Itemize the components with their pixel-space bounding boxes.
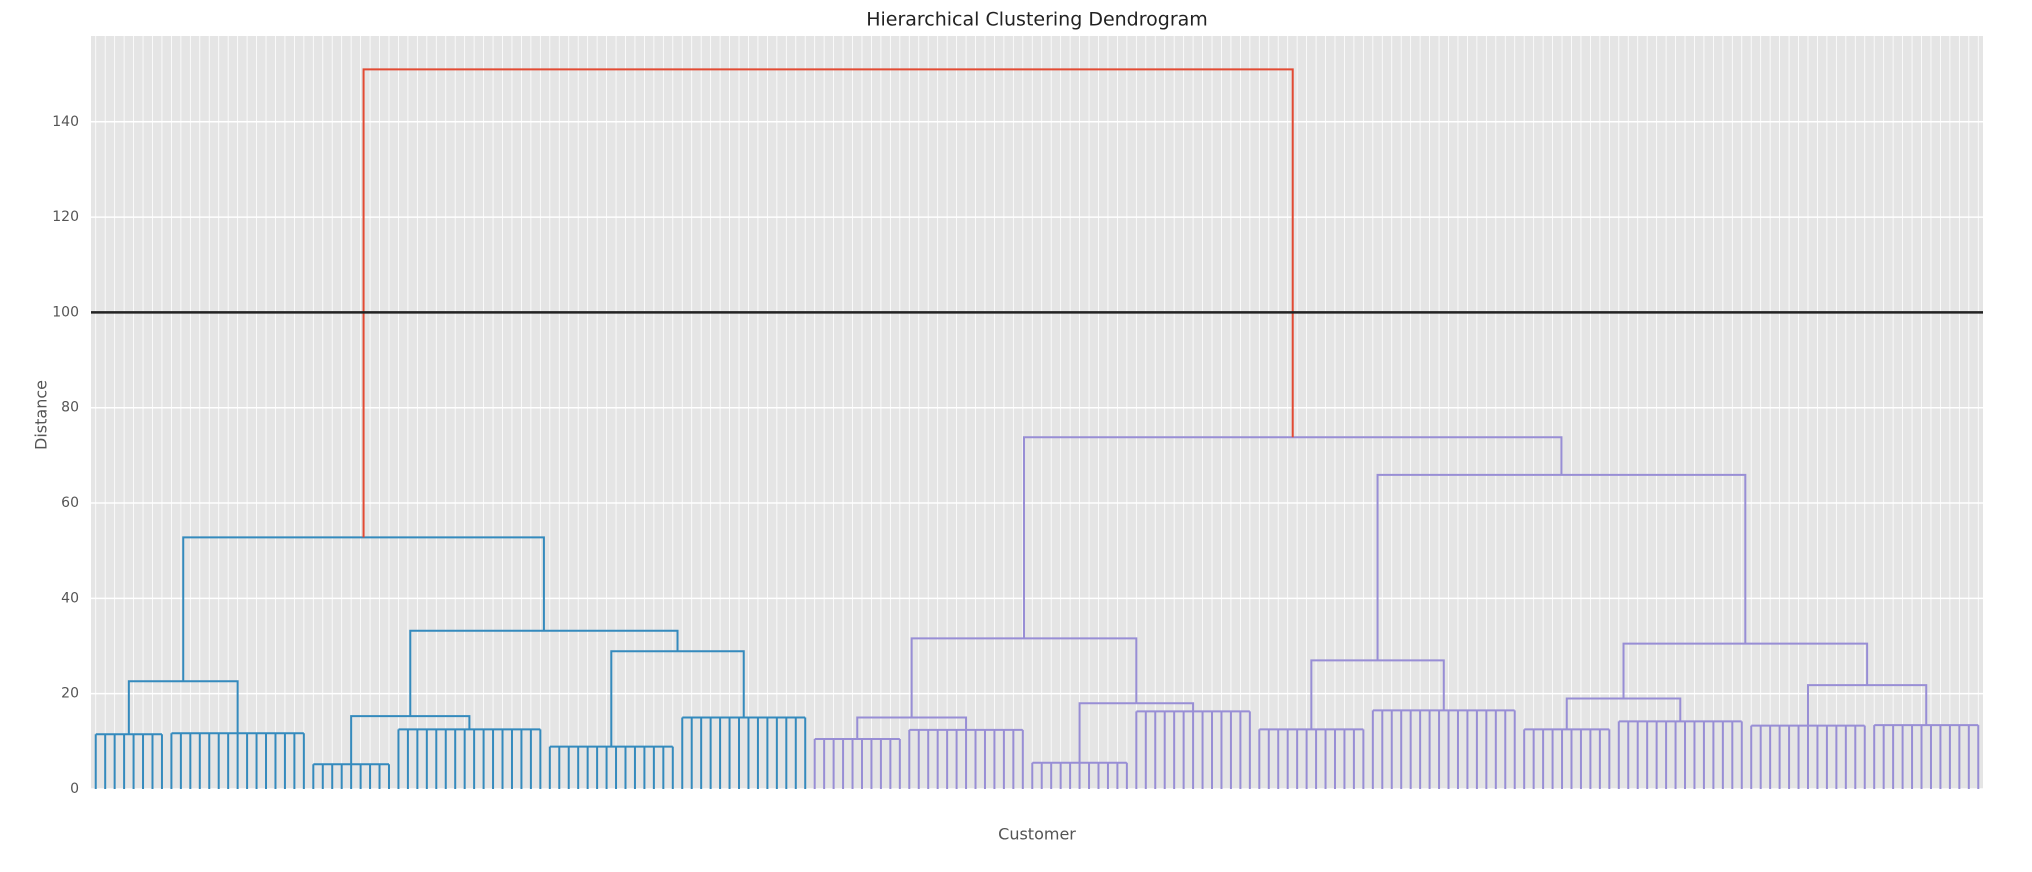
x-axis-label: Customer [998, 825, 1076, 844]
leaf-cluster [1750, 724, 1866, 789]
leaf-cluster [813, 737, 901, 789]
leaf-cluster [681, 716, 807, 789]
y-tick-label: 60 [61, 495, 79, 511]
y-tick-label: 40 [61, 590, 79, 606]
y-tick-label: 120 [52, 209, 79, 225]
leaf-cluster [1031, 761, 1128, 789]
link [409, 629, 679, 717]
link [856, 716, 968, 739]
link [350, 715, 471, 765]
link [182, 536, 545, 682]
plot-background [91, 36, 1983, 789]
leaf-cluster [908, 728, 1024, 789]
link [362, 68, 1294, 538]
leaf-cluster [312, 763, 390, 789]
y-tick-label: 140 [52, 114, 79, 130]
link [610, 650, 745, 747]
link [1310, 659, 1445, 730]
y-tick-label: 100 [52, 304, 79, 320]
leaf-cluster [1371, 709, 1516, 789]
leaf-cluster [170, 732, 305, 789]
y-tick-label: 80 [61, 400, 79, 416]
y-tick-label: 0 [70, 781, 79, 797]
y-tick-label: 20 [61, 686, 79, 702]
chart-title: Hierarchical Clustering Dendrogram [866, 9, 1208, 31]
y-axis-label: Distance [32, 380, 51, 450]
